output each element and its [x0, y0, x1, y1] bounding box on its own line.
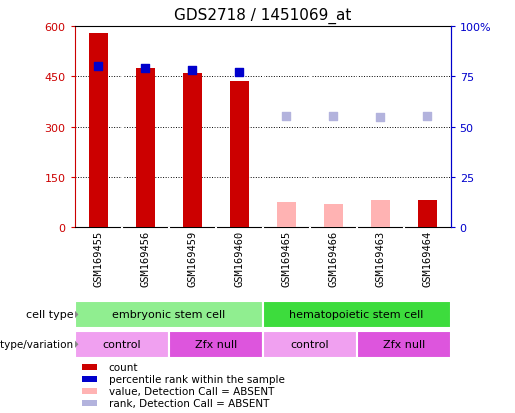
Point — [235, 70, 243, 76]
Bar — [75, 301, 263, 328]
Point — [94, 64, 102, 70]
Bar — [324, 204, 342, 228]
Text: control: control — [290, 339, 329, 349]
Text: GSM169464: GSM169464 — [422, 230, 432, 286]
Bar — [82, 388, 97, 394]
Text: genotype/variation: genotype/variation — [0, 339, 74, 349]
Point — [329, 114, 337, 121]
Bar — [82, 400, 97, 406]
Text: hematopoietic stem cell: hematopoietic stem cell — [289, 310, 424, 320]
Text: embryonic stem cell: embryonic stem cell — [112, 310, 225, 320]
Text: control: control — [102, 339, 141, 349]
Polygon shape — [74, 310, 78, 319]
Text: value, Detection Call = ABSENT: value, Detection Call = ABSENT — [109, 386, 274, 396]
Bar — [82, 376, 97, 382]
Bar — [183, 74, 201, 228]
Bar — [263, 301, 451, 328]
Text: GSM169456: GSM169456 — [140, 230, 150, 286]
Polygon shape — [74, 340, 78, 349]
Text: percentile rank within the sample: percentile rank within the sample — [109, 374, 284, 384]
Text: count: count — [109, 362, 138, 372]
Text: Zfx null: Zfx null — [383, 339, 425, 349]
Bar — [136, 69, 154, 228]
Point — [141, 65, 149, 72]
Bar — [75, 331, 168, 358]
Bar — [263, 331, 356, 358]
Bar — [89, 33, 108, 228]
Text: GSM169460: GSM169460 — [234, 230, 244, 286]
Point — [188, 68, 196, 74]
Point — [282, 114, 290, 121]
Text: GSM169459: GSM169459 — [187, 230, 197, 286]
Text: Zfx null: Zfx null — [195, 339, 237, 349]
Text: GSM169463: GSM169463 — [375, 230, 385, 286]
Bar — [371, 201, 389, 228]
Text: GSM169455: GSM169455 — [93, 230, 103, 286]
Bar — [277, 202, 296, 228]
Bar — [230, 82, 249, 228]
Text: cell type: cell type — [26, 310, 74, 320]
Title: GDS2718 / 1451069_at: GDS2718 / 1451069_at — [174, 8, 351, 24]
Text: rank, Detection Call = ABSENT: rank, Detection Call = ABSENT — [109, 398, 269, 408]
Bar — [82, 364, 97, 370]
Text: GSM169465: GSM169465 — [281, 230, 291, 286]
Point — [376, 114, 384, 121]
Bar — [168, 331, 263, 358]
Bar — [356, 331, 451, 358]
Text: GSM169466: GSM169466 — [328, 230, 338, 286]
Point — [423, 114, 431, 121]
Bar — [418, 201, 437, 228]
